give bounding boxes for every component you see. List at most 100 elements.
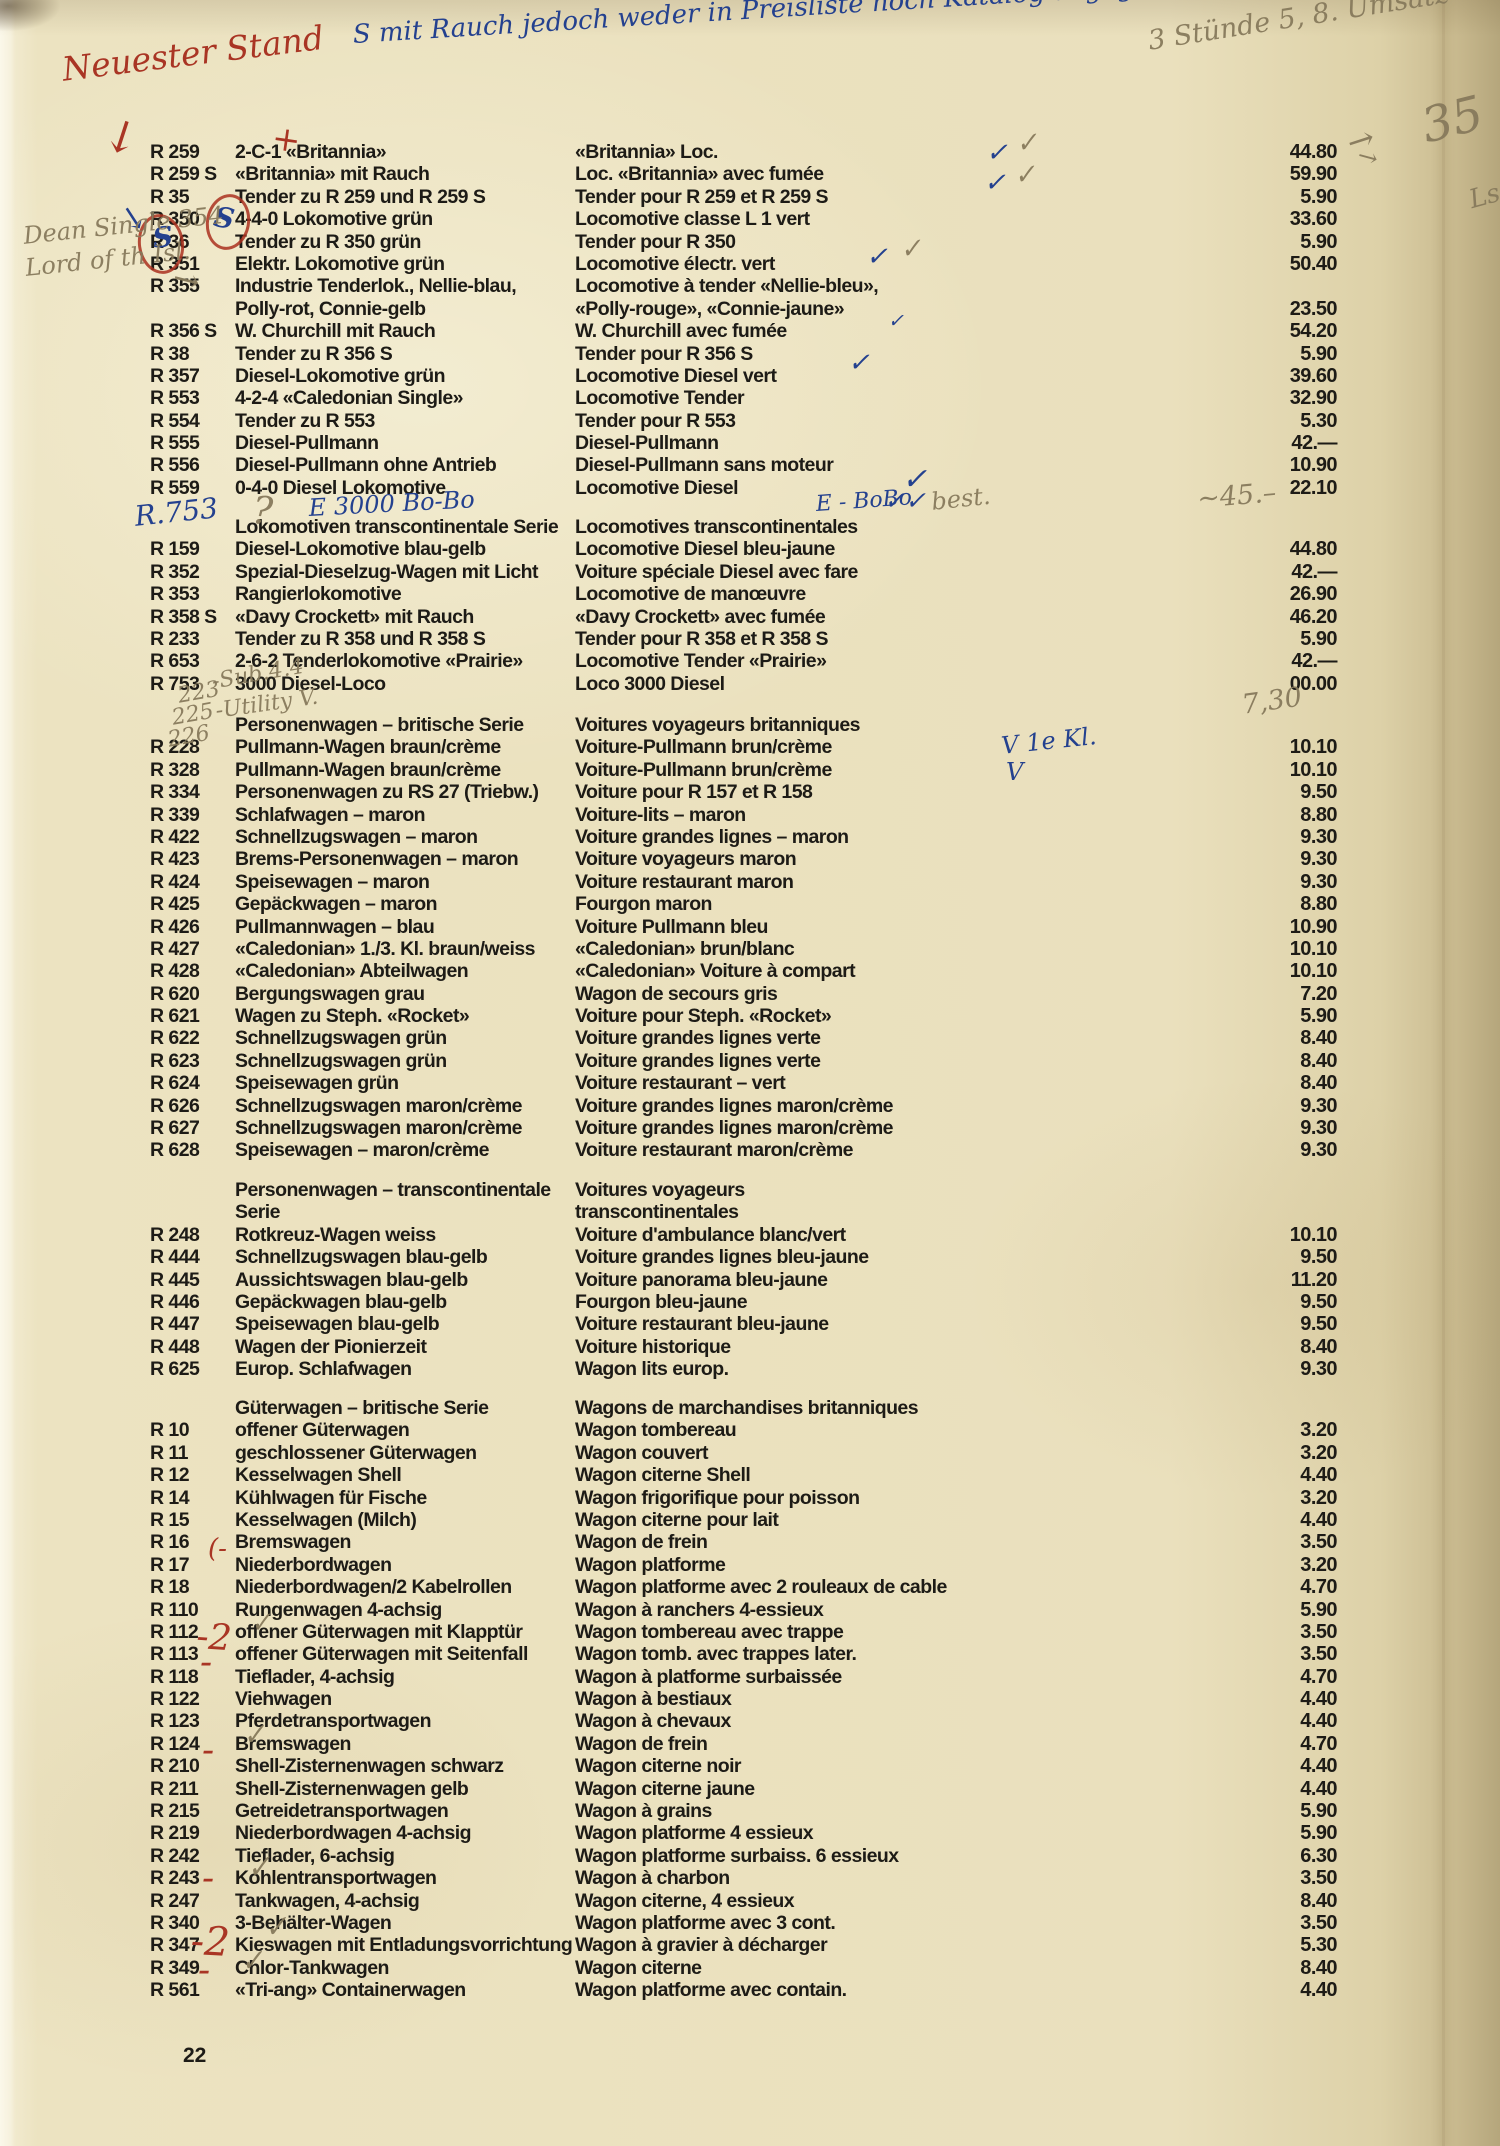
description-french: Wagon citerne noir	[575, 1755, 742, 1778]
table-row: R 445 Aussichtswagen blau-gelb Voiture pan…	[150, 1268, 1338, 1291]
item-number: R 555	[150, 432, 200, 455]
description-french: Voiture panorama bleu-jaune	[575, 1268, 828, 1291]
description-german: Diesel-Lokomotive grün	[235, 364, 446, 387]
handwritten-note: ~45.–	[1196, 477, 1278, 515]
table-row: R 11 geschlossener Güterwagen Wagon couver…	[150, 1442, 1338, 1464]
description-german: Tender zu R 358 und R 358 S	[235, 627, 486, 650]
table-row: R 356 S W. Churchill mit Rauch W. Churchil…	[150, 320, 1338, 343]
check-mark-annotation: ✓	[238, 1942, 266, 1979]
arrow-annotation: ↓	[96, 108, 148, 168]
price: 4.40	[1300, 1710, 1337, 1733]
item-number: R 15	[150, 1508, 190, 1531]
item-number: R 447	[150, 1313, 200, 1336]
item-number: R 159	[150, 538, 200, 561]
item-number: R 248	[150, 1223, 200, 1246]
item-number: R 627	[150, 1117, 200, 1140]
description-french: Wagon frigorifique pour poisson	[575, 1486, 860, 1509]
check-mark-annotation: V	[1006, 758, 1024, 786]
pen-mark-annotation: -	[202, 1858, 215, 1899]
price: 3.20	[1300, 1419, 1337, 1442]
item-number: R 12	[150, 1464, 190, 1487]
description-german: Industrie Tenderlok., Nellie-blau, Polly-…	[235, 275, 517, 320]
item-number: R 113	[150, 1643, 199, 1666]
description-german: 2-C-1 «Britannia»	[235, 141, 387, 163]
description-french: Wagon citerne	[575, 1956, 702, 1979]
price: 4.70	[1300, 1732, 1337, 1755]
description-german: Wagen der Pionierzeit	[235, 1335, 427, 1358]
handwritten-note: Ls	[1466, 178, 1500, 215]
description-german: Kohlentransportwagen	[235, 1867, 437, 1890]
description-german: Rangierlokomotive	[235, 583, 402, 606]
table-row: R 210 Shell-Zisternenwagen schwarz Wagon c…	[150, 1755, 1338, 1778]
price: 9.50	[1300, 1290, 1337, 1313]
description-german: Wagen zu Steph. «Rocket»	[235, 1005, 470, 1028]
table-row: R 122 Viehwagen Wagon à bestiaux 4.40	[150, 1688, 1338, 1710]
item-number: R 625	[150, 1358, 200, 1381]
item-number: R 448	[150, 1335, 200, 1358]
table-row: R 35 Tender zu R 259 und R 259 S Tender po…	[150, 185, 1338, 208]
item-number: R 339	[150, 803, 200, 826]
section-title-german: Personenwagen – transcontinentale Serie	[235, 1179, 551, 1224]
price: 4.70	[1300, 1576, 1337, 1599]
description-french: Wagon tomb. avec trappes later.	[575, 1643, 857, 1666]
description-french: Voiture restaurant – vert	[575, 1072, 786, 1095]
price: 5.90	[1300, 1800, 1337, 1823]
table-row: R 448 Wagen der Pionierzeit Voiture histor…	[150, 1335, 1338, 1358]
description-french: Voiture grandes lignes maron/crème	[575, 1117, 894, 1140]
description-french: Locomotive Tender	[575, 387, 745, 410]
description-german: «Britannia» mit Rauch	[235, 163, 430, 186]
description-french: Wagon citerne pour lait	[575, 1508, 779, 1531]
item-number: R 233	[150, 627, 200, 650]
item-number: R 428	[150, 960, 200, 983]
table-row: R 627 Schnellzugswagen maron/crème Voiture…	[150, 1117, 1338, 1140]
item-number: R 622	[150, 1027, 200, 1050]
price: 10.90	[1289, 454, 1338, 477]
price: 5.90	[1300, 230, 1337, 253]
check-mark-annotation: ✓	[262, 1908, 290, 1945]
description-german: offener Güterwagen mit Seitenfall	[235, 1643, 528, 1666]
price: 10.10	[1289, 937, 1338, 960]
item-number: R 623	[150, 1049, 200, 1072]
description-french: Voiture-Pullmann brun/crème	[575, 758, 832, 781]
description-german: Shell-Zisternenwagen gelb	[235, 1777, 469, 1800]
price: 33.60	[1289, 208, 1338, 231]
description-french: Locomotive Diesel vert	[575, 364, 777, 387]
page-curl-crease	[1442, 0, 1445, 2146]
section-header-row: Personenwagen – transcontinentale Serie Vo…	[150, 1179, 1337, 1224]
item-number: R 123	[150, 1710, 200, 1733]
description-french: Voiture d'ambulance blanc/vert	[575, 1223, 846, 1246]
table-row: R 353 Rangierlokomotive Locomotive de manœ…	[150, 583, 1338, 606]
item-number: R 422	[150, 825, 200, 848]
description-french: Voiture-Pullmann brun/crème	[575, 736, 832, 759]
item-number: R 112	[150, 1620, 199, 1643]
item-number: R 423	[150, 848, 200, 871]
pen-mark-annotation: (-	[208, 1534, 227, 1564]
description-french: Fourgon bleu-jaune	[575, 1290, 748, 1313]
description-german: Tender zu R 259 und R 259 S	[235, 185, 486, 208]
section-title-french: Voitures voyageurs transcontinentales	[575, 1179, 745, 1224]
section-title-german: Güterwagen – britische Serie	[235, 1397, 489, 1419]
description-german: Schnellzugswagen maron/crème	[235, 1117, 523, 1140]
table-row: R 12 Kesselwagen Shell Wagon citerne Shell…	[150, 1464, 1338, 1487]
description-german: Schnellzugswagen grün	[235, 1027, 447, 1050]
description-german: offener Güterwagen mit Klapptür	[235, 1620, 523, 1643]
item-number: R 426	[150, 915, 200, 938]
price: 3.20	[1300, 1486, 1337, 1509]
price: 5.90	[1300, 1822, 1337, 1845]
price: 50.40	[1289, 252, 1338, 275]
section-header-row: Lokomotiven transcontinentale Serie Locom…	[150, 516, 1337, 538]
description-french: Wagon lits europ.	[575, 1358, 729, 1381]
item-number: R 628	[150, 1139, 200, 1162]
price: 3.50	[1300, 1643, 1337, 1666]
description-french: W. Churchill avec fumée	[575, 320, 787, 343]
price: 10.90	[1289, 915, 1338, 938]
item-number: R 624	[150, 1072, 200, 1095]
description-french: Tender pour R 553	[575, 409, 736, 432]
table-row: R 653 2-6-2 Tenderlokomotive «Prairie» Loc…	[150, 650, 1338, 672]
description-french: Wagon platforme avec contain.	[575, 1979, 847, 2002]
table-row: R 554 Tender zu R 553 Tender pour R 553 5.3…	[150, 409, 1338, 432]
description-french: Voiture pour R 157 et R 158	[575, 781, 813, 804]
description-french: Locomotive Diesel bleu-jaune	[575, 538, 835, 561]
description-german: 3-Behälter-Wagen	[235, 1912, 392, 1934]
table-row: R 425 Gepäckwagen – maron Fourgon maron 8.8…	[150, 893, 1338, 915]
